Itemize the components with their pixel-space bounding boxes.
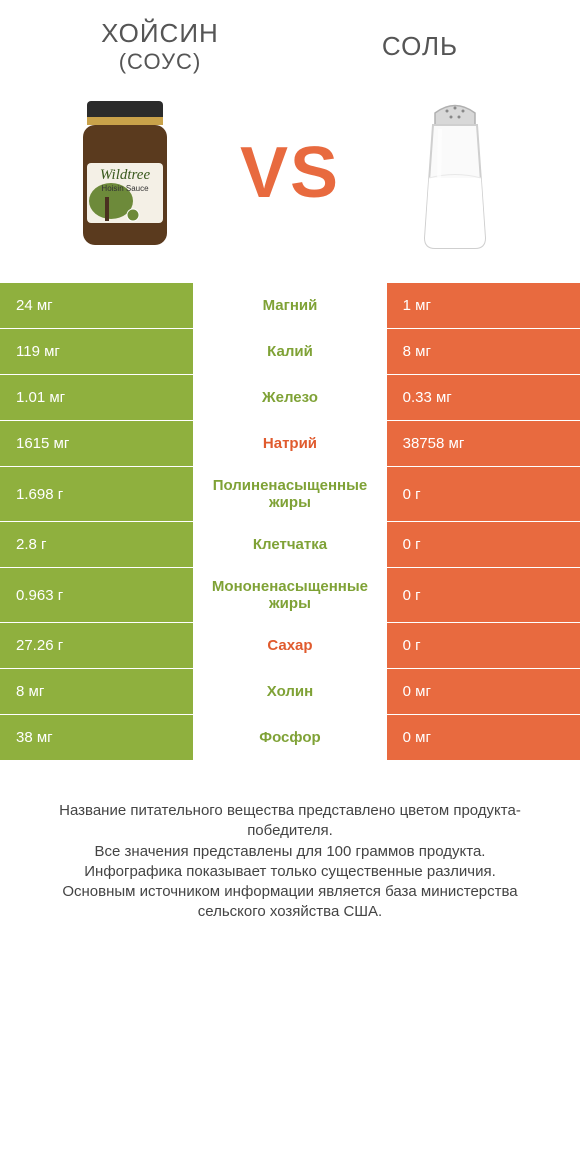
table-row: 119 мгКалий8 мг [0, 329, 580, 375]
hoisin-jar-icon: Wildtree Hoisin Sauce [65, 93, 185, 253]
left-image-slot: Wildtree Hoisin Sauce [30, 93, 220, 253]
header-row: ХОЙСИН (СОУС) СОЛЬ [0, 0, 580, 83]
nutrient-name-cell: Клетчатка [193, 522, 386, 567]
left-value-cell: 24 мг [0, 283, 193, 328]
right-value-cell: 1 мг [387, 283, 580, 328]
right-value-cell: 8 мг [387, 329, 580, 374]
table-row: 38 мгФосфор0 мг [0, 715, 580, 761]
nutrient-name-cell: Полиненасыщенные жиры [193, 467, 386, 521]
left-product-title: ХОЙСИН [30, 18, 290, 49]
left-value-cell: 1615 мг [0, 421, 193, 466]
right-value-cell: 0 г [387, 623, 580, 668]
svg-text:Wildtree: Wildtree [100, 167, 151, 183]
image-row: Wildtree Hoisin Sauce VS [0, 83, 580, 283]
nutrient-name-cell: Холин [193, 669, 386, 714]
nutrient-name-cell: Магний [193, 283, 386, 328]
nutrient-name-cell: Фосфор [193, 715, 386, 760]
nutrient-name-cell: Железо [193, 375, 386, 420]
left-value-cell: 119 мг [0, 329, 193, 374]
table-row: 1.698 гПолиненасыщенные жиры0 г [0, 467, 580, 522]
left-product-sub: (СОУС) [30, 49, 290, 75]
right-value-cell: 0.33 мг [387, 375, 580, 420]
table-row: 1.01 мгЖелезо0.33 мг [0, 375, 580, 421]
nutrient-name-cell: Мононенасыщенные жиры [193, 568, 386, 622]
left-value-cell: 2.8 г [0, 522, 193, 567]
footer-line-4: Основным источником информации является … [30, 882, 550, 923]
table-row: 27.26 гСахар0 г [0, 623, 580, 669]
vs-label: VS [240, 132, 340, 214]
nutrient-name-cell: Сахар [193, 623, 386, 668]
svg-text:Hoisin Sauce: Hoisin Sauce [101, 184, 149, 193]
left-value-cell: 1.01 мг [0, 375, 193, 420]
footer-line-2: Все значения представлены для 100 граммо… [30, 842, 550, 862]
left-value-cell: 8 мг [0, 669, 193, 714]
footer-notes: Название питательного вещества представл… [0, 761, 580, 943]
right-image-slot [360, 93, 550, 253]
right-value-cell: 0 г [387, 522, 580, 567]
footer-line-3: Инфографика показывает только существенн… [30, 862, 550, 882]
table-row: 24 мгМагний1 мг [0, 283, 580, 329]
nutrient-name-cell: Натрий [193, 421, 386, 466]
table-row: 0.963 гМононенасыщенные жиры0 г [0, 568, 580, 623]
left-value-cell: 38 мг [0, 715, 193, 760]
footer-line-1: Название питательного вещества представл… [30, 801, 550, 842]
table-row: 8 мгХолин0 мг [0, 669, 580, 715]
salt-shaker-icon [405, 93, 505, 253]
table-row: 1615 мгНатрий38758 мг [0, 421, 580, 467]
left-value-cell: 27.26 г [0, 623, 193, 668]
left-value-cell: 1.698 г [0, 467, 193, 521]
table-row: 2.8 гКлетчатка0 г [0, 522, 580, 568]
right-value-cell: 0 г [387, 568, 580, 622]
header-left: ХОЙСИН (СОУС) [30, 18, 290, 75]
right-product-title: СОЛЬ [290, 31, 550, 62]
left-value-cell: 0.963 г [0, 568, 193, 622]
right-value-cell: 0 мг [387, 669, 580, 714]
right-value-cell: 0 г [387, 467, 580, 521]
comparison-table: 24 мгМагний1 мг119 мгКалий8 мг1.01 мгЖел… [0, 283, 580, 761]
header-right: СОЛЬ [290, 31, 550, 62]
comparison-infographic: ХОЙСИН (СОУС) СОЛЬ Wildtree Hoisin Sauce [0, 0, 580, 1174]
right-value-cell: 38758 мг [387, 421, 580, 466]
nutrient-name-cell: Калий [193, 329, 386, 374]
right-value-cell: 0 мг [387, 715, 580, 760]
